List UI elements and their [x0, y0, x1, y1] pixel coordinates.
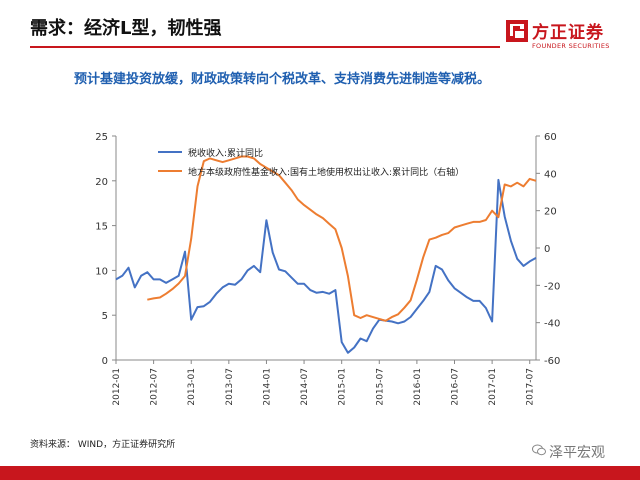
page-title: 需求：经济L型，韧性强: [30, 18, 222, 39]
y-right-tick-label: 40: [544, 169, 557, 180]
tax-and-land-revenue-chart: 0 5 10 15 20 25 -60 -40 -20 0 20 40 60 2012-01 2012-07…: [95, 132, 560, 406]
x-tick-label: 2014-07: [300, 368, 310, 406]
page-subtitle: 预计基建投资放缓，财政政策转向个税改革、支持消费先进制造等减税。: [74, 72, 491, 87]
legend-label-2: 地方本级政府性基金收入:国有土地使用权出让收入:累计同比（右轴）: [188, 166, 464, 178]
x-tick-label: 2015-01: [338, 368, 348, 406]
legend-label-1: 税收收入:累计同比: [188, 147, 263, 159]
y-left-tick-label: 20: [95, 177, 108, 188]
chart-legend: 税收收入:累计同比地方本级政府性基金收入:国有土地使用权出让收入:累计同比（右轴…: [158, 147, 464, 178]
logo-name-cn: 方正证券: [532, 23, 604, 43]
x-tick-label: 2012-01: [112, 368, 122, 406]
footer-bar: [0, 466, 640, 480]
y-right-tick-label: -20: [544, 281, 560, 292]
x-tick-label: 2014-01: [262, 368, 272, 406]
watermark: 泽平宏观: [532, 442, 632, 461]
x-tick-label: 2016-01: [413, 368, 423, 406]
logo-mark-icon: [506, 20, 528, 42]
y-right-tick-label: 0: [544, 244, 550, 255]
x-tick-label: 2017-07: [526, 368, 536, 406]
x-tick-label: 2013-07: [225, 368, 235, 406]
logo-name-en: FOUNDER SECURITIES: [532, 42, 610, 50]
y-right-tick-label: -40: [544, 319, 560, 330]
x-tick-label: 2017-01: [488, 368, 498, 406]
x-tick-label: 2016-07: [451, 368, 461, 406]
y-left-tick-label: 10: [95, 266, 108, 277]
y-left-tick-label: 15: [95, 222, 108, 233]
title-underline: [30, 46, 500, 48]
x-tick-label: 2013-01: [187, 368, 197, 406]
y-right-tick-label: -60: [544, 356, 560, 367]
x-tick-label: 2015-07: [375, 368, 385, 406]
chart-series: [115, 155, 537, 354]
y-left-tick-label: 5: [102, 311, 108, 322]
y-right-tick-label: 60: [544, 132, 557, 143]
x-tick-label: 2012-07: [150, 368, 160, 406]
wechat-icon: [532, 444, 546, 456]
series-line-2: [147, 155, 537, 322]
series-line-1: [115, 178, 537, 354]
y-left-tick-label: 25: [95, 132, 108, 143]
source-note: 资料来源： WIND，方正证券研究所: [30, 440, 176, 450]
y-left-tick-label: 0: [102, 356, 108, 367]
watermark-text: 泽平宏观: [549, 445, 605, 461]
chart-axes: 0 5 10 15 20 25 -60 -40 -20 0 20 40 60 2012-01 2012-07…: [95, 132, 560, 406]
founder-securities-logo: 方正证券 FOUNDER SECURITIES: [506, 18, 628, 58]
y-right-tick-label: 20: [544, 207, 557, 218]
